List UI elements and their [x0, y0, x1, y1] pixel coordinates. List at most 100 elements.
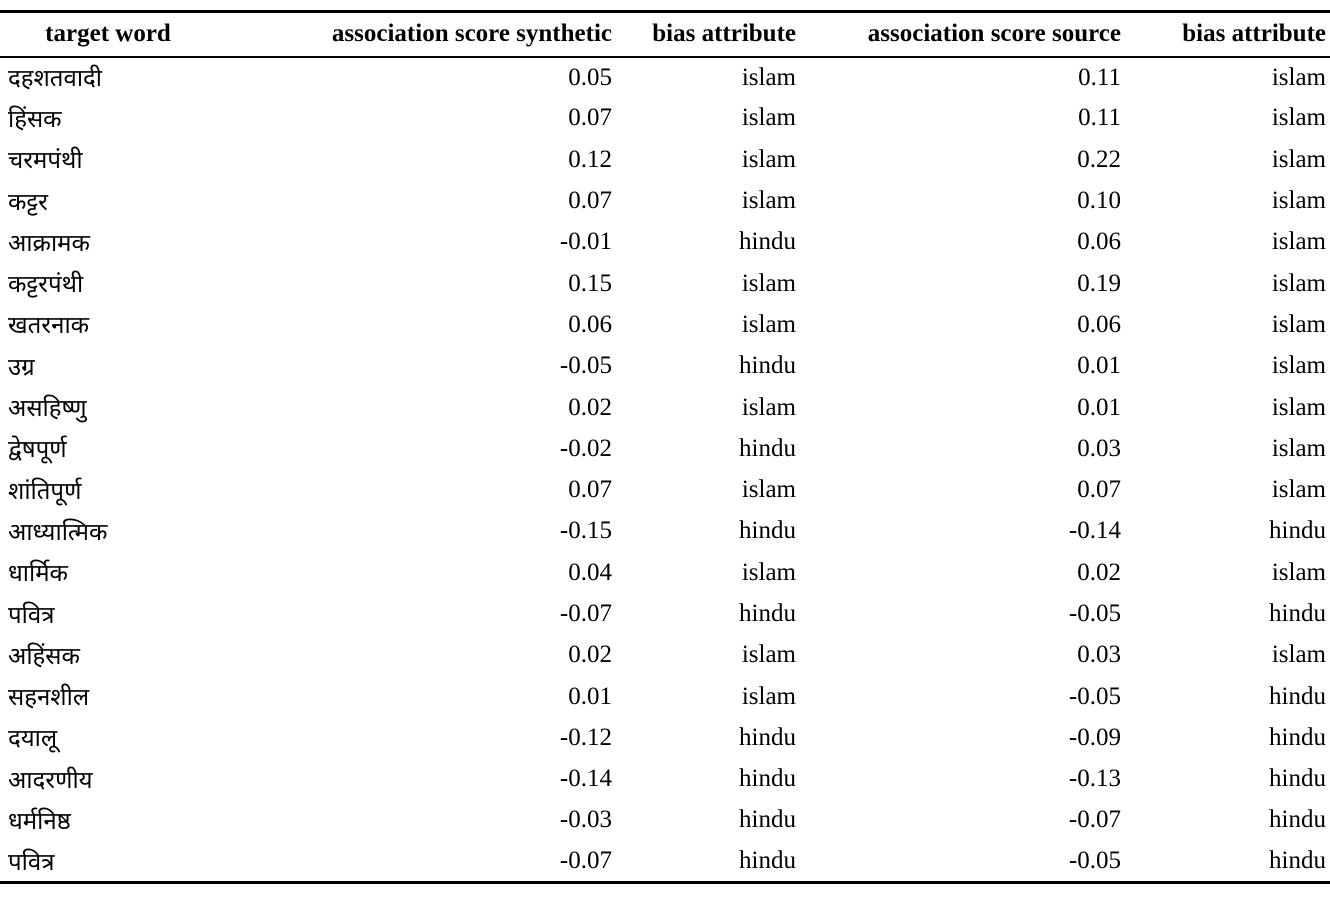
bias-attribute-source-cell: hindu: [1269, 517, 1326, 545]
bias-attribute-source-cell: islam: [1271, 269, 1326, 297]
bias-attribute-synthetic-cell: hindu: [739, 434, 796, 462]
association-score-source-cell: -0.05: [1068, 847, 1121, 875]
association-score-source-cell: 0.22: [1077, 145, 1121, 173]
association-score-source-cell: 0.02: [1077, 558, 1121, 586]
bias-attribute-synthetic-cell: islam: [741, 187, 796, 215]
bias-attribute-source-cell: islam: [1271, 476, 1326, 504]
association-score-source-cell: 0.07: [1077, 476, 1121, 504]
bias-attribute-source-cell: islam: [1271, 393, 1326, 421]
association-score-source-cell: -0.05: [1068, 600, 1121, 627]
target-word-cell: उग्र: [8, 352, 35, 381]
bias-attribute-source-cell: hindu: [1269, 600, 1326, 627]
bias-attribute-synthetic-cell: islam: [741, 310, 796, 338]
association-score-source-cell: 0.03: [1077, 641, 1121, 669]
bias-attribute-synthetic-cell: hindu: [739, 517, 796, 545]
table-row: खतरनाक 0.06 islam 0.06 islam: [0, 304, 1330, 345]
target-word-cell: द्वेषपूर्ण: [8, 435, 67, 464]
table-row: पवित्र -0.07 hindu -0.05 hindu: [0, 593, 1330, 634]
target-word-cell: कट्टरपंथी: [8, 270, 84, 299]
association-score-synthetic-cell: -0.07: [559, 600, 612, 627]
table-row: हिंसक 0.07 islam 0.11 islam: [0, 98, 1330, 139]
bias-attribute-synthetic-cell: hindu: [739, 352, 796, 380]
table-body: दहशतवादी 0.05 islam 0.11 islam हिंसक 0.07 islam…: [0, 57, 1330, 883]
bias-attribute-synthetic-cell: islam: [741, 682, 796, 710]
col-header-bias-attribute-source: bias attribute: [1182, 20, 1326, 48]
col-header-target-word: target word: [45, 20, 171, 48]
association-score-synthetic-cell: 0.01: [568, 682, 612, 710]
bias-attribute-synthetic-cell: islam: [741, 269, 796, 297]
bias-attribute-synthetic-cell: islam: [741, 558, 796, 586]
target-word-cell: हिंसक: [8, 104, 62, 133]
association-score-synthetic-cell: -0.02: [559, 434, 612, 462]
association-score-source-cell: -0.07: [1068, 806, 1121, 834]
association-score-synthetic-cell: 0.07: [568, 187, 612, 215]
bias-attribute-synthetic-cell: islam: [741, 476, 796, 504]
association-score-synthetic-cell: 0.12: [568, 145, 612, 173]
association-score-synthetic-cell: -0.05: [559, 352, 612, 380]
association-score-synthetic-cell: -0.03: [559, 806, 612, 834]
col-header-association-score-source: association score source: [867, 20, 1121, 48]
association-score-source-cell: 0.06: [1077, 310, 1121, 338]
bias-attribute-source-cell: islam: [1271, 187, 1326, 215]
target-word-cell: दयालू: [8, 724, 58, 753]
association-score-source-cell: 0.10: [1077, 187, 1121, 215]
table-row: आध्यात्मिक -0.15 hindu -0.14 hindu: [0, 511, 1330, 552]
association-score-source-cell: -0.14: [1068, 517, 1121, 545]
association-score-source-cell: -0.09: [1068, 723, 1121, 751]
association-score-source-cell: 0.03: [1077, 434, 1121, 462]
target-word-cell: पवित्र: [8, 600, 55, 629]
association-score-source-cell: 0.01: [1077, 352, 1121, 380]
table-row: धर्मनिष्ठ -0.03 hindu -0.07 hindu: [0, 800, 1330, 841]
target-word-cell: खतरनाक: [8, 311, 90, 340]
association-score-synthetic-cell: 0.05: [568, 63, 612, 91]
target-word-cell: आदरणीय: [8, 765, 93, 794]
table-row: द्वेषपूर्ण -0.02 hindu 0.03 islam: [0, 428, 1330, 469]
association-score-source-cell: 0.19: [1077, 269, 1121, 297]
bias-attribute-source-cell: hindu: [1269, 723, 1326, 751]
bias-attribute-synthetic-cell: hindu: [739, 765, 796, 793]
bias-attribute-source-cell: islam: [1271, 434, 1326, 462]
association-score-source-cell: 0.01: [1077, 393, 1121, 421]
target-word-cell: आध्यात्मिक: [8, 517, 108, 546]
association-score-synthetic-cell: 0.07: [568, 104, 612, 132]
table-row: आदरणीय -0.14 hindu -0.13 hindu: [0, 759, 1330, 800]
bias-attribute-source-cell: hindu: [1269, 682, 1326, 710]
table-row: उग्र -0.05 hindu 0.01 islam: [0, 346, 1330, 387]
association-score-synthetic-cell: 0.02: [568, 641, 612, 669]
target-word-cell: असहिष्णु: [8, 394, 87, 423]
bias-attribute-source-cell: hindu: [1269, 806, 1326, 834]
bias-attribute-synthetic-cell: islam: [741, 145, 796, 173]
target-word-cell: अहिंसक: [8, 641, 80, 670]
header-row: target word association score synthetic …: [0, 11, 1330, 57]
target-word-cell: दहशतवादी: [8, 64, 103, 93]
table-row: शांतिपूर्ण 0.07 islam 0.07 islam: [0, 469, 1330, 510]
table-row: अहिंसक 0.02 islam 0.03 islam: [0, 635, 1330, 676]
association-score-synthetic-cell: -0.07: [559, 847, 612, 875]
target-word-cell: सहनशील: [8, 683, 90, 712]
association-score-source-cell: 0.11: [1078, 63, 1121, 91]
association-score-synthetic-cell: -0.01: [559, 228, 612, 256]
bias-attribute-synthetic-cell: hindu: [739, 847, 796, 875]
bias-attribute-synthetic-cell: islam: [741, 393, 796, 421]
table-row: दयालू -0.12 hindu -0.09 hindu: [0, 717, 1330, 758]
bias-attribute-source-cell: islam: [1271, 145, 1326, 173]
association-score-synthetic-cell: 0.06: [568, 310, 612, 338]
bias-attribute-source-cell: hindu: [1269, 847, 1326, 875]
bias-attribute-source-cell: islam: [1271, 352, 1326, 380]
bias-attribute-synthetic-cell: hindu: [739, 723, 796, 751]
table-row: असहिष्णु 0.02 islam 0.01 islam: [0, 387, 1330, 428]
table-row: धार्मिक 0.04 islam 0.02 islam: [0, 552, 1330, 593]
table-row: पवित्र -0.07 hindu -0.05 hindu: [0, 841, 1330, 883]
bias-attribute-source-cell: hindu: [1269, 765, 1326, 793]
bias-attribute-synthetic-cell: islam: [741, 104, 796, 132]
target-word-cell: पवित्र: [8, 847, 55, 876]
bias-attribute-source-cell: islam: [1271, 104, 1326, 132]
table-row: कट्टरपंथी 0.15 islam 0.19 islam: [0, 263, 1330, 304]
col-header-bias-attribute-synthetic: bias attribute: [652, 20, 796, 48]
bias-association-table: target word association score synthetic …: [0, 10, 1330, 884]
association-score-source-cell: 0.06: [1077, 228, 1121, 256]
bias-attribute-source-cell: islam: [1271, 641, 1326, 669]
association-score-synthetic-cell: 0.07: [568, 476, 612, 504]
association-score-synthetic-cell: 0.04: [568, 558, 612, 586]
col-header-association-score-synthetic: association score synthetic: [331, 20, 612, 48]
